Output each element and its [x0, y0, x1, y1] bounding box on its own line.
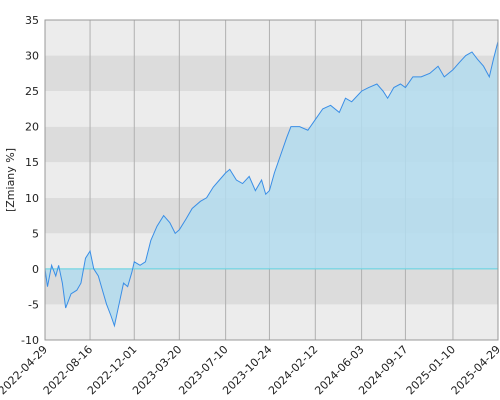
plot-frame — [44, 19, 499, 341]
y-tick-label: 15 — [25, 156, 39, 169]
y-tick-label: 35 — [25, 14, 39, 27]
line — [44, 41, 499, 328]
y-tick-label: 10 — [25, 192, 39, 205]
y-axis-label: [Zmiany %] — [4, 148, 17, 212]
y-tick-label: 25 — [25, 85, 39, 98]
y-tick-label: -5 — [28, 298, 39, 311]
grid-band — [45, 304, 498, 340]
y-tick-label: 20 — [25, 121, 39, 134]
grid-band — [45, 20, 498, 56]
y-tick-label: 5 — [32, 227, 39, 240]
y-tick-label: 0 — [32, 263, 39, 276]
y-tick-label: -10 — [21, 334, 39, 347]
y-tick-label: 30 — [25, 50, 39, 63]
